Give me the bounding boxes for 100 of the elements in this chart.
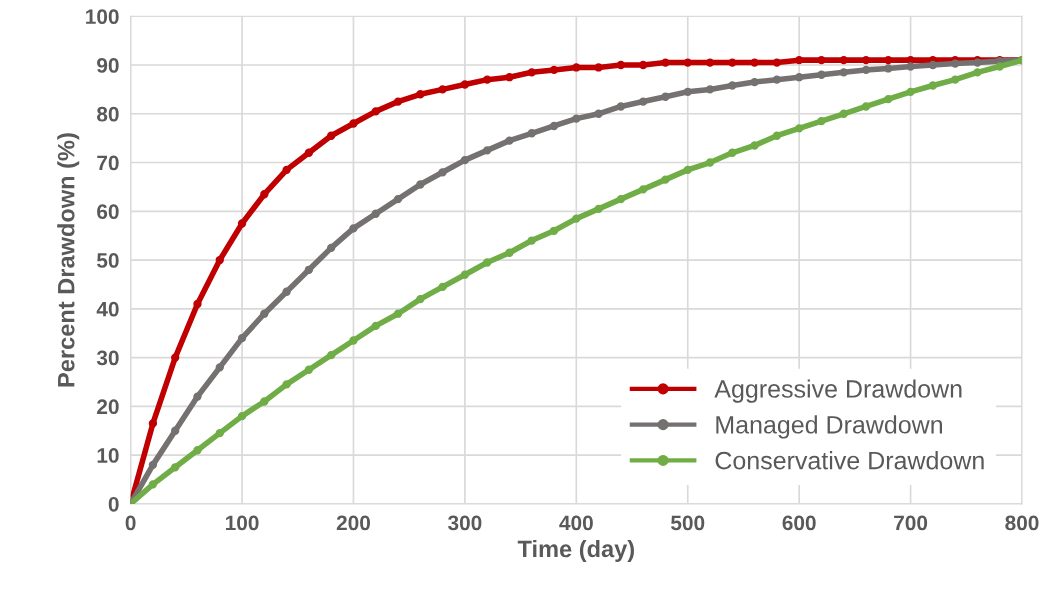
legend-label: Conservative Drawdown [715, 451, 984, 470]
point [616, 194, 626, 204]
point [505, 248, 514, 257]
x-tick-label: 300 [447, 515, 482, 531]
x-tick-label: 0 [125, 515, 136, 531]
point [527, 68, 536, 77]
point [527, 129, 536, 138]
point [683, 165, 692, 175]
point [973, 68, 982, 77]
point [171, 353, 180, 362]
point [661, 58, 670, 67]
point [349, 224, 358, 233]
point [371, 107, 380, 116]
point [460, 155, 470, 165]
point [884, 55, 893, 65]
y-axis-title: Percent Drawdown (%) [57, 133, 80, 387]
point [237, 411, 247, 421]
point [282, 287, 291, 296]
y-tick-label: 50 [96, 253, 119, 268]
point [483, 146, 492, 155]
point [260, 309, 269, 318]
point [594, 63, 603, 72]
point [349, 119, 358, 128]
point [171, 426, 180, 435]
point [728, 148, 737, 157]
point [260, 397, 269, 406]
point [728, 81, 737, 90]
point [950, 75, 960, 84]
point [527, 236, 536, 245]
y-tick-label: 30 [96, 350, 119, 366]
point [215, 429, 224, 438]
point [572, 214, 581, 223]
point [906, 87, 915, 97]
point [639, 60, 648, 70]
point [237, 333, 247, 343]
point [260, 190, 269, 199]
point [460, 270, 470, 279]
point [416, 90, 425, 99]
point [839, 109, 848, 118]
x-tick-label: 400 [559, 515, 593, 531]
point [304, 365, 314, 374]
point [148, 460, 158, 470]
point [282, 380, 291, 389]
point [393, 97, 403, 106]
point [683, 58, 692, 67]
point [171, 463, 180, 472]
point [616, 102, 626, 111]
x-tick-label: 200 [336, 515, 370, 531]
point [817, 70, 826, 79]
point [861, 55, 871, 65]
point [683, 87, 692, 97]
point [148, 480, 158, 489]
point [661, 175, 670, 184]
point [616, 60, 626, 70]
y-tick-label: 100 [86, 9, 119, 25]
point [349, 336, 358, 345]
point [817, 55, 826, 65]
x-tick-label: 100 [225, 515, 259, 531]
point [371, 321, 380, 331]
point [794, 124, 804, 133]
point [794, 55, 804, 65]
point [639, 185, 648, 194]
point [193, 392, 202, 401]
point [661, 92, 670, 101]
point [572, 63, 581, 72]
point [995, 62, 1004, 71]
point [416, 294, 425, 304]
point [772, 58, 782, 67]
point [215, 255, 224, 265]
point [193, 299, 202, 309]
point [304, 265, 314, 274]
point [750, 58, 759, 67]
y-tick-label: 80 [97, 106, 119, 122]
point [750, 141, 759, 150]
point [594, 109, 603, 118]
point [728, 58, 737, 67]
legend-label: Aggressive Drawdown [714, 379, 962, 403]
y-tick-label: 90 [97, 58, 119, 73]
point [393, 194, 403, 204]
y-tick-label: 60 [97, 204, 119, 220]
point [505, 136, 514, 145]
y-tick-label: 0 [108, 496, 119, 512]
point [839, 55, 848, 65]
point [438, 168, 447, 177]
point [772, 131, 782, 140]
point [148, 419, 158, 428]
legend-label: Managed Drawdown [716, 415, 943, 439]
point [705, 158, 715, 167]
y-tick-label: 20 [97, 399, 119, 415]
point [371, 209, 380, 218]
point [416, 180, 425, 189]
point [750, 77, 759, 87]
point [304, 148, 314, 157]
point [572, 114, 581, 123]
point [483, 75, 492, 84]
point [549, 121, 559, 131]
x-tick-label: 700 [894, 515, 928, 531]
point [594, 204, 603, 214]
point [237, 219, 247, 228]
y-tick-label: 70 [97, 155, 119, 171]
